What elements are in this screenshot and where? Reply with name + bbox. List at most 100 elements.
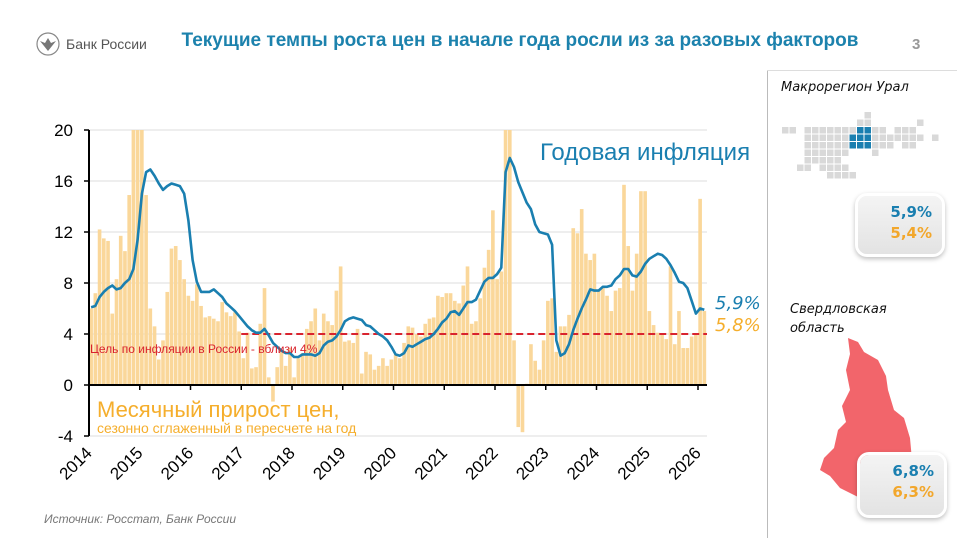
monthly-bar [241, 358, 246, 385]
monthly-bar [402, 342, 406, 385]
x-tick-label: 2026 [665, 443, 705, 483]
monthly-bar [330, 325, 334, 385]
region-cell [827, 172, 834, 179]
monthly-bar [376, 365, 381, 385]
x-tick-label: 2025 [614, 443, 654, 483]
monthly-bar [131, 130, 136, 385]
monthly-bar [512, 340, 516, 385]
y-tick-label: -4 [58, 427, 73, 446]
monthly-bar [461, 285, 466, 385]
region-cell [797, 164, 804, 171]
monthly-bar [343, 341, 347, 385]
region-cell [879, 134, 886, 141]
monthly-bar [347, 340, 351, 385]
monthly-bar [355, 328, 360, 385]
monthly-bar [351, 342, 356, 385]
y-tick-label: 12 [54, 223, 73, 242]
monthly-bar [275, 367, 280, 385]
region-cell [782, 127, 789, 134]
monthly-bar [677, 311, 681, 385]
monthly-bar [562, 326, 567, 385]
monthly-bar [516, 385, 521, 428]
region-cell [804, 134, 811, 141]
monthly-bar [271, 385, 275, 402]
monthly-bar [643, 191, 647, 385]
region-cell [887, 142, 894, 149]
monthly-bar [685, 348, 690, 385]
region-cell [872, 134, 879, 141]
region-cell [902, 134, 909, 141]
monthly-bar [613, 290, 618, 385]
monthly-bar [567, 314, 571, 385]
monthly-bar [317, 340, 322, 385]
monthly-bar [233, 312, 237, 385]
monthly-bar [237, 331, 241, 385]
x-tick-label: 2024 [563, 443, 603, 483]
x-tick-label: 2021 [411, 443, 451, 483]
x-tick-label: 2016 [157, 443, 197, 483]
x-tick-label: 2014 [56, 443, 96, 483]
monthly-bar [97, 229, 102, 385]
monthly-bar [372, 369, 377, 385]
y-tick-label: 4 [64, 325, 73, 344]
ural-cell [864, 142, 871, 149]
monthly-bar [457, 303, 461, 385]
monthly-bar [660, 334, 664, 385]
monthly-bar [419, 336, 423, 385]
page-title: Текущие темпы роста цен в начале года ро… [181, 30, 859, 51]
region-cell [842, 172, 849, 179]
monthly-bar [250, 368, 254, 385]
oblast-title-line2: область [790, 321, 845, 336]
region-cell [894, 134, 901, 141]
monthly-bar [135, 130, 140, 385]
logo-text: Банк России [66, 36, 147, 52]
region-cell [902, 127, 909, 134]
monthly-bar [465, 266, 470, 385]
monthly-bar [304, 328, 309, 385]
annual-series-label: Годовая инфляция [540, 139, 750, 166]
region-cell [842, 134, 849, 141]
region-cell [812, 142, 819, 149]
divider [767, 70, 768, 538]
ural-cell [857, 134, 864, 141]
monthly-bar [207, 316, 212, 385]
region-cell [819, 157, 826, 164]
region-cell [834, 142, 841, 149]
monthly-bar [220, 302, 225, 385]
annual-inflation-line [90, 156, 705, 359]
monthly-bar [546, 300, 550, 385]
monthly-bar [617, 288, 622, 385]
monthly-bar [410, 327, 415, 385]
monthly-bar [698, 198, 702, 385]
monthly-bar [114, 279, 119, 385]
monthly-bar [254, 367, 258, 385]
monthly-bar [507, 130, 512, 385]
monthly-bar [266, 377, 271, 385]
monthly-bar [144, 195, 148, 385]
y-tick-label: 8 [64, 274, 73, 293]
russia-grid-map-icon [782, 112, 939, 179]
monthly-bar [245, 332, 250, 385]
monthly-bar [482, 267, 487, 385]
monthly-bar [491, 210, 495, 385]
region-cell [804, 164, 811, 171]
region-cell [842, 149, 849, 156]
monthly-bar [588, 260, 592, 385]
monthly-bar [609, 311, 614, 385]
monthly-bar [393, 354, 398, 385]
oblast-monthly: 6,3% [892, 483, 934, 501]
monthly-bar [668, 266, 673, 385]
monthly-bar [326, 321, 330, 385]
oblast-annual: 6,8% [892, 462, 934, 480]
monthly-bar [296, 358, 301, 385]
region-cell [827, 164, 834, 171]
monthly-bar [469, 323, 474, 385]
region-cell [909, 134, 916, 141]
monthly-bar [634, 253, 639, 385]
monthly-bar [156, 359, 161, 385]
monthly-bar [406, 326, 411, 385]
ural-cell [864, 127, 871, 134]
monthly-bar [571, 228, 576, 385]
region-cell [849, 172, 856, 179]
